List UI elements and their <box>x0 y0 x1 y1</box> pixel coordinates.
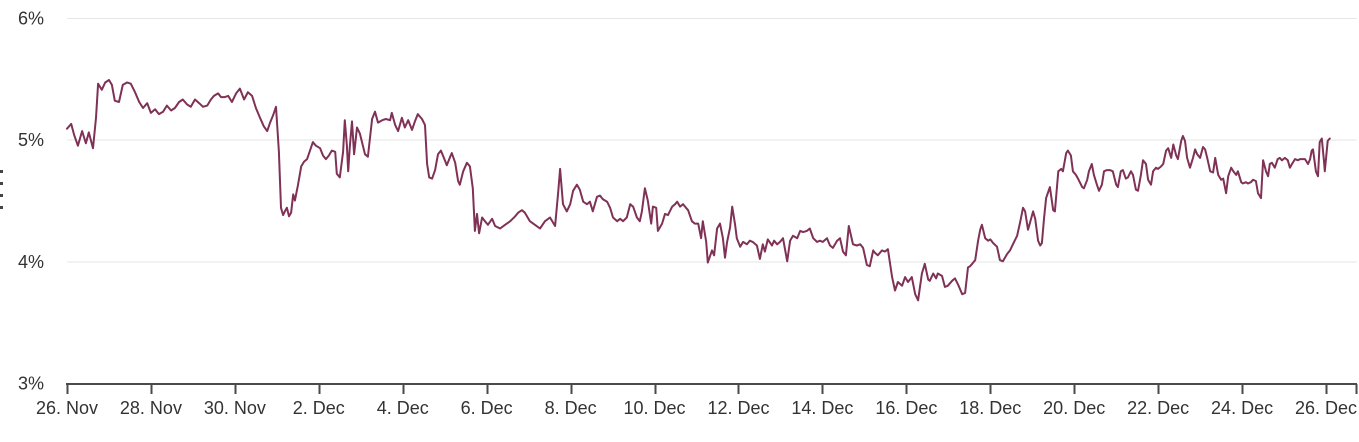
x-tick-label: 20. Dec <box>1043 398 1105 418</box>
x-tick-label: 6. Dec <box>461 398 513 418</box>
x-tick-label: 24. Dec <box>1211 398 1273 418</box>
series-line[interactable] <box>66 79 1331 302</box>
x-tick-label: 14. Dec <box>791 398 853 418</box>
y-tick-label: 3% <box>18 374 44 394</box>
x-tick-label: 22. Dec <box>1127 398 1189 418</box>
x-tick-label: 16. Dec <box>875 398 937 418</box>
x-tick-label: 12. Dec <box>707 398 769 418</box>
x-tick-label: 8. Dec <box>545 398 597 418</box>
y-axis-title-clipped <box>0 170 3 218</box>
x-tick-label: 26. Dec <box>1295 398 1357 418</box>
x-tick-label: 26. Nov <box>36 398 98 418</box>
x-tick-label: 18. Dec <box>959 398 1021 418</box>
x-tick-label: 10. Dec <box>624 398 686 418</box>
y-tick-label: 6% <box>18 9 44 29</box>
x-tick-label: 4. Dec <box>377 398 429 418</box>
y-tick-label: 5% <box>18 130 44 150</box>
x-tick-label: 2. Dec <box>293 398 345 418</box>
x-tick-label: 30. Nov <box>204 398 266 418</box>
x-tick-label: 28. Nov <box>120 398 182 418</box>
y-tick-label: 4% <box>18 252 44 272</box>
